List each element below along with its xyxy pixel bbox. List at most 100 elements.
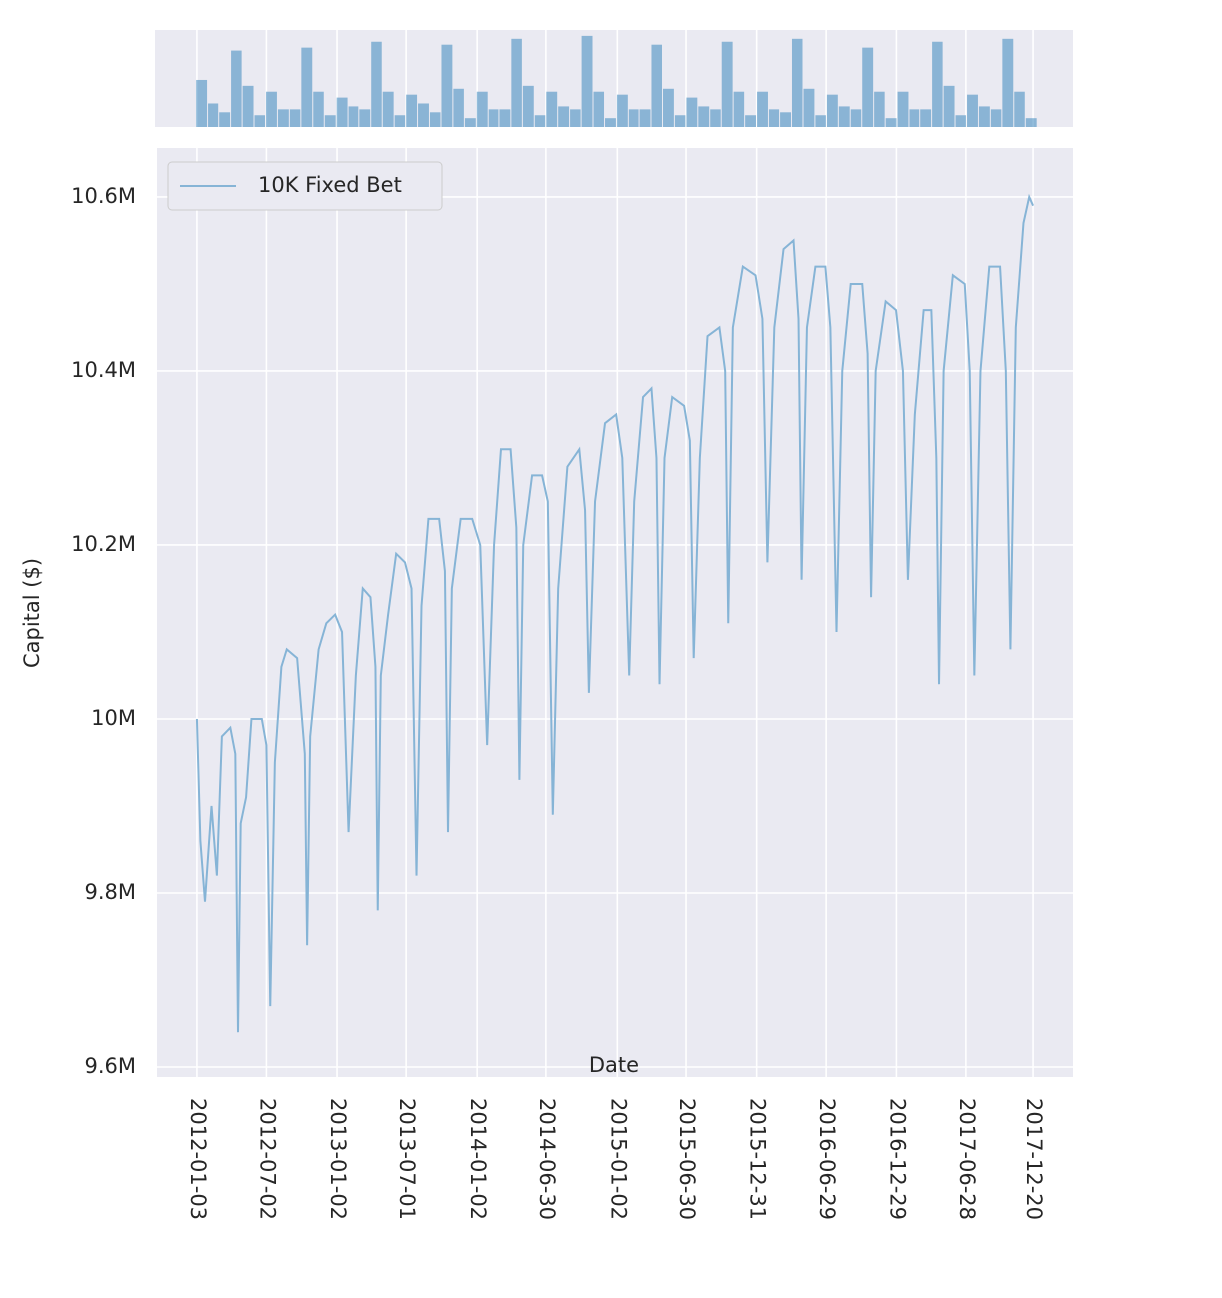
hist-bar <box>593 91 605 127</box>
hist-bar <box>616 94 628 127</box>
hist-bar <box>791 38 803 128</box>
hist-bar <box>301 47 313 127</box>
hist-bar <box>394 115 406 127</box>
hist-bar <box>534 115 546 127</box>
hist-bar <box>558 106 570 127</box>
hist-bar <box>254 115 266 127</box>
x-tick-label: 2013-01-02 <box>326 1098 350 1220</box>
hist-bar <box>955 115 967 127</box>
hist-bar <box>324 115 336 127</box>
hist-bar <box>242 85 254 127</box>
hist-bar <box>990 109 1002 127</box>
hist-bar <box>336 97 348 127</box>
hist-bar <box>266 91 277 127</box>
plot-background <box>157 148 1073 1077</box>
hist-bar <box>780 112 791 127</box>
hist-bar <box>441 44 453 127</box>
hist-bar <box>208 103 219 127</box>
x-tick-label: 2012-01-03 <box>186 1098 210 1220</box>
hist-bar <box>219 112 231 127</box>
hist-bar <box>698 106 710 127</box>
hist-bar <box>674 115 686 127</box>
hist-bar <box>850 109 862 127</box>
x-tick-label: 2014-06-30 <box>535 1098 559 1220</box>
hist-bar <box>605 118 616 127</box>
hist-bar <box>920 109 932 127</box>
hist-bar <box>943 85 955 127</box>
hist-bar <box>978 106 990 127</box>
hist-bar <box>1002 38 1014 128</box>
hist-bar <box>570 109 581 127</box>
hist-bar <box>815 115 826 127</box>
legend-box <box>167 161 443 211</box>
x-tick-label: 2017-06-28 <box>955 1098 979 1220</box>
y-tick-label: 10.6M <box>71 184 136 208</box>
hist-bar <box>862 47 874 127</box>
y-tick-label: 9.8M <box>84 880 136 904</box>
hist-bar <box>662 88 674 127</box>
legend-label: 10K Fixed Bet <box>258 173 402 197</box>
x-tick-label: 2016-12-29 <box>885 1098 909 1220</box>
hist-bar <box>686 97 698 127</box>
hist-bar <box>464 118 476 127</box>
hist-bar <box>546 91 558 127</box>
hist-bar <box>499 109 511 127</box>
hist-bar <box>581 35 593 128</box>
y-tick-label: 9.6M <box>84 1054 136 1078</box>
hist-bar <box>897 91 909 127</box>
y-tick-label: 10.4M <box>71 358 136 382</box>
hist-bar <box>196 79 208 127</box>
hist-bar <box>511 38 522 128</box>
x-tick-label: 2015-06-30 <box>675 1098 699 1220</box>
hist-bar <box>874 91 885 127</box>
hist-bar <box>277 109 289 127</box>
y-tick-label: 10.2M <box>71 532 136 556</box>
x-tick-label: 2015-01-02 <box>606 1098 630 1220</box>
hist-bar <box>488 109 499 127</box>
hist-bar <box>476 91 488 127</box>
x-axis-label: Date <box>589 1053 639 1077</box>
hist-bar <box>909 109 920 127</box>
y-axis-label: Capital ($) <box>20 558 44 668</box>
hist-bar <box>628 109 639 127</box>
hist-bar <box>1025 118 1037 127</box>
hist-bar <box>757 91 768 127</box>
hist-bar <box>348 106 359 127</box>
hist-bar <box>371 41 382 127</box>
hist-bar <box>803 88 815 127</box>
hist-bar <box>231 50 242 127</box>
x-tick-label: 2016-06-29 <box>815 1098 839 1220</box>
x-tick-label: 2015-12-31 <box>746 1098 770 1220</box>
hist-bar <box>721 41 733 127</box>
x-tick-label: 2013-07-01 <box>395 1098 419 1220</box>
hist-bar <box>838 106 850 127</box>
hist-bar <box>418 103 429 127</box>
x-tick-label: 2012-07-02 <box>255 1098 279 1220</box>
hist-bar <box>639 109 651 127</box>
hist-bar <box>406 94 418 127</box>
hist-bar <box>768 109 780 127</box>
marks <box>195 35 1037 1033</box>
hist-bar <box>313 91 324 127</box>
hist-bar <box>745 115 757 127</box>
hist-bar <box>885 118 897 127</box>
hist-bar <box>382 91 394 127</box>
hist-bar <box>289 109 301 127</box>
hist-bar <box>826 94 838 127</box>
line <box>195 193 1034 1033</box>
hist-bar <box>522 85 534 127</box>
y-tick-label: 10M <box>91 706 136 730</box>
hist-bar <box>967 94 978 127</box>
hist-bar <box>932 41 943 127</box>
hist-bar <box>359 109 371 127</box>
grid <box>157 30 1073 1077</box>
hist-bar <box>651 44 662 127</box>
hist-bar <box>429 112 441 127</box>
hist-bar <box>710 109 721 127</box>
x-tick-label: 2017-12-20 <box>1022 1098 1046 1220</box>
x-tick-label: 2014-01-02 <box>466 1098 490 1220</box>
hist-bar <box>733 91 745 127</box>
hist-bar <box>453 88 464 127</box>
